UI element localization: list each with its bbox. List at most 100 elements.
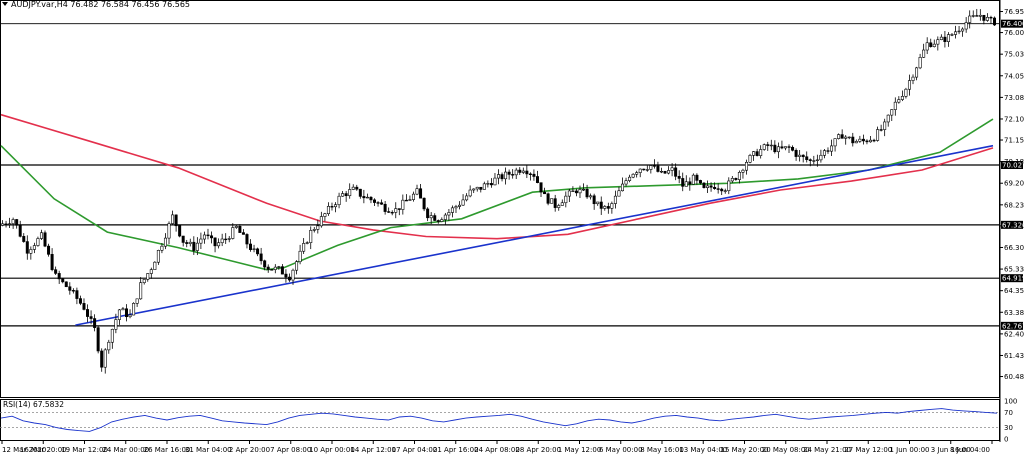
candle (298, 244, 302, 265)
y-tick-label-4: 73.080 (1004, 94, 1024, 102)
candle (511, 169, 515, 179)
candle (674, 163, 678, 181)
candle (521, 167, 525, 175)
candle (341, 191, 345, 197)
candle (82, 298, 86, 311)
candle (309, 226, 313, 250)
level-tag-bg-3 (1001, 321, 1023, 330)
candle (422, 197, 426, 212)
candle (723, 188, 727, 194)
candle (302, 238, 306, 254)
candle (156, 249, 160, 265)
candle (415, 184, 419, 196)
x-tick-label-7: 7 Apr 08:00 (270, 446, 311, 454)
candle (39, 229, 43, 241)
candle (117, 309, 121, 325)
candle (698, 179, 702, 185)
candle (528, 172, 532, 181)
candle (206, 228, 210, 240)
candle (220, 233, 224, 247)
candle (149, 267, 153, 279)
candle (688, 177, 692, 191)
candle (330, 202, 334, 211)
level-tag-1: 67.326 (1002, 221, 1024, 229)
candle (18, 220, 22, 238)
candle (971, 10, 975, 18)
candle (744, 159, 748, 175)
candle (748, 153, 752, 164)
candle (762, 143, 766, 151)
header: AUDJPY.var,H4 76.482 76.584 76.456 76.56… (2, 0, 190, 9)
candle (645, 165, 649, 172)
candle (224, 233, 228, 244)
candle (812, 155, 816, 165)
candle (954, 25, 958, 39)
rsi-panel: RSI(14) 67.5832 100 70 30 0 (0, 398, 1017, 444)
candle (989, 15, 993, 25)
dropdown-triangle-icon[interactable] (2, 2, 8, 6)
candle (613, 190, 617, 209)
candle (263, 259, 267, 271)
candle (132, 302, 136, 316)
current-price-tag: 76.406 (1002, 20, 1024, 28)
x-tick-label-14: 1 May 12:00 (558, 446, 602, 454)
candle (54, 266, 58, 275)
candle (266, 264, 270, 273)
candle (429, 212, 433, 225)
candle (815, 154, 819, 167)
candle (387, 207, 391, 213)
candle (670, 163, 674, 177)
candle (631, 173, 635, 179)
candle (287, 273, 291, 282)
candle (791, 145, 795, 152)
candle (188, 238, 192, 247)
candle (238, 224, 242, 233)
y-tick-label-6: 71.155 (1004, 137, 1024, 145)
candle (897, 96, 901, 104)
y-tick-label-9: 68.230 (1004, 201, 1024, 209)
candle (107, 339, 111, 354)
candle (684, 175, 688, 187)
candle (128, 309, 132, 319)
rsi-label: RSI(14) 67.5832 (3, 400, 64, 409)
x-tick-label-13: 28 Apr 20:00 (515, 446, 561, 454)
x-tick-label-22: 1 Jun 00:00 (889, 446, 929, 454)
level-tag-2: 64.919 (1002, 275, 1024, 283)
candle (805, 151, 809, 163)
y-tick-label-3: 74.055 (1004, 72, 1024, 80)
x-tick-label-16: 8 May 16:00 (640, 446, 684, 454)
candle (369, 196, 373, 204)
candle (978, 9, 982, 21)
x-tick-label-15: 6 May 00:00 (599, 446, 643, 454)
candle (178, 225, 182, 238)
candle (961, 27, 965, 37)
candle (642, 168, 646, 171)
candle (450, 205, 454, 218)
candle (96, 325, 100, 354)
candle (525, 164, 529, 179)
candle (939, 34, 943, 41)
y-tick-label-0: 76.955 (1004, 8, 1024, 16)
candle (280, 264, 284, 275)
y-tick-label-1: 76.005 (1004, 29, 1024, 37)
candle (504, 167, 508, 185)
series-line-0 (0, 113, 994, 240)
candle (716, 183, 720, 194)
candle (656, 161, 660, 173)
candle (411, 191, 415, 202)
candle (496, 169, 500, 185)
candle (78, 295, 82, 306)
candle (713, 182, 717, 190)
candle (160, 243, 164, 254)
candle (252, 244, 256, 253)
y-tick-label-14: 63.380 (1004, 309, 1024, 317)
candle (865, 139, 869, 145)
x-tick-label-6: 2 Apr 20:00 (229, 446, 270, 454)
candle (468, 185, 472, 198)
candle (358, 188, 362, 199)
x-tick-label-4: 26 Mar 16:00 (144, 446, 191, 454)
candle (440, 217, 444, 223)
candle (975, 8, 979, 17)
level-tag-3: 62.767 (1002, 322, 1024, 330)
